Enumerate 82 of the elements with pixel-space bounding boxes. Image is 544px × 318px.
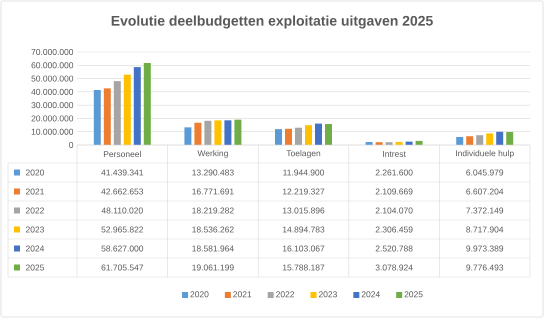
data-label: 3.078.924 <box>376 264 413 270</box>
bar <box>275 129 282 145</box>
bar <box>496 132 504 145</box>
text: 2020 <box>190 291 209 298</box>
data-label: 15.788.187 <box>282 264 324 270</box>
data-label: 6.607.204 <box>466 188 504 194</box>
x-tick-label: Personeel <box>104 150 141 158</box>
data-label: 14.894.783 <box>282 226 324 232</box>
data-label: 16.771.691 <box>192 188 234 194</box>
y-tick-label: 70.000.000 <box>32 49 74 55</box>
bar <box>476 135 484 145</box>
data-label: 2.520.788 <box>376 246 413 252</box>
data-label: 7.372.149 <box>466 208 504 214</box>
data-label: 41.439.341 <box>101 170 144 176</box>
bar <box>234 120 242 145</box>
bar <box>144 63 151 145</box>
y-tick-label: 30.000.000 <box>31 102 74 108</box>
text: 2023 <box>318 291 337 298</box>
bar <box>214 120 222 145</box>
bar <box>285 128 292 145</box>
data-label: 18.536.262 <box>192 226 234 232</box>
y-tick-label: 40.000.000 <box>31 88 74 95</box>
bar <box>104 88 111 145</box>
bar <box>466 136 474 145</box>
data-label: 2.306.459 <box>376 226 413 232</box>
legend-label: 2024 <box>26 246 44 252</box>
data-label: 2.109.669 <box>376 188 413 194</box>
bar <box>376 142 383 145</box>
data-label: 11.944.900 <box>283 170 324 176</box>
legend-label: 2025 <box>404 291 423 298</box>
data-label: 19.061.199 <box>192 264 234 270</box>
data-label: 13.015.896 <box>282 208 324 214</box>
bar <box>456 136 464 145</box>
data-label: 6.045.979 <box>466 170 504 176</box>
x-tick-label: Toelagen <box>286 150 320 158</box>
data-label: 2.104.070 <box>376 208 413 214</box>
y-tick-label: 20.000.000 <box>32 115 74 122</box>
text: 2021 <box>233 291 252 298</box>
data-label: 16.103.067 <box>282 246 324 252</box>
chart-title: Evolutie deelbudgetten exploitatie uitgaven 2025 <box>112 15 433 29</box>
bar <box>114 81 121 145</box>
y-tick-label: 60.000.000 <box>32 62 74 68</box>
y-tick-label: 50.000.000 <box>31 76 74 82</box>
text: 2022 <box>276 291 294 298</box>
bar <box>325 124 332 145</box>
data-label: 18.581.964 <box>192 246 234 252</box>
bar <box>305 125 312 145</box>
legend-label: 2023 <box>26 226 44 232</box>
text: 2024 <box>362 291 380 298</box>
data-label: 58.627.000 <box>101 246 144 252</box>
bar <box>194 122 202 145</box>
data-label: 9.776.493 <box>466 264 504 270</box>
data-label: 18.219.282 <box>192 208 234 214</box>
x-tick-label: Intrest <box>383 151 406 157</box>
y-tick-label: 10.000.000 <box>32 128 74 135</box>
bar <box>295 128 302 145</box>
y-tick-label: 0 <box>69 142 74 148</box>
bar <box>386 142 393 145</box>
bar <box>124 74 131 145</box>
data-label: 2.261.600 <box>376 170 413 176</box>
bar <box>204 120 212 145</box>
legend-label: 2021 <box>26 188 44 194</box>
bar <box>506 132 514 145</box>
x-tick-label: Individuele hulp <box>456 150 514 158</box>
bar <box>486 133 494 145</box>
data-label: 52.965.822 <box>101 226 144 232</box>
bar <box>315 124 322 145</box>
data-label: 9.973.389 <box>466 246 504 252</box>
x-tick-label: Werking <box>197 150 228 158</box>
bar <box>184 127 192 145</box>
data-label: 48.110.020 <box>102 208 143 214</box>
text: 2025 <box>26 264 44 270</box>
data-label: 12.219.327 <box>282 188 324 194</box>
data-label: 61.705.547 <box>102 264 144 270</box>
data-label: 8.717.904 <box>466 226 504 232</box>
data-label: 42.662.653 <box>101 188 144 194</box>
bar <box>224 120 232 145</box>
bar <box>94 90 101 145</box>
legend-label: 2020 <box>26 170 44 176</box>
bar <box>134 67 141 145</box>
legend-label: 2022 <box>26 208 44 214</box>
data-label: 13.290.483 <box>192 170 234 176</box>
